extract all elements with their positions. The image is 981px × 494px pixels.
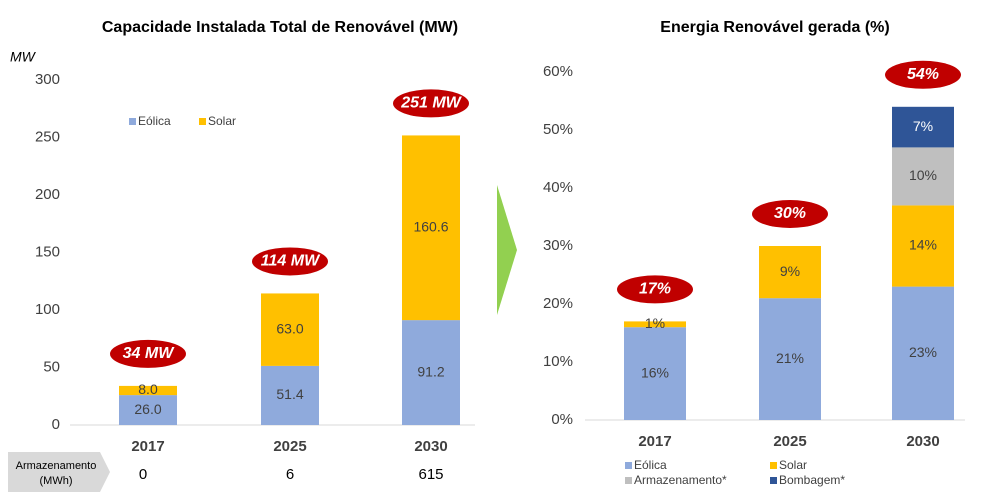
total-label: 17% [639,281,671,298]
y-tick-label: 20% [543,295,573,312]
y-tick-label: 300 [35,71,60,88]
legend-swatch [770,477,777,484]
storage-value: 0 [139,466,147,483]
chart-title: Capacidade Instalada Total de Renovável … [102,19,458,36]
legend-swatch [129,118,136,125]
legend-swatch [625,477,632,484]
legend-swatch [199,118,206,125]
arrow [497,185,517,315]
bar-segment [892,286,954,420]
y-tick-label: 50% [543,121,573,138]
value-label: 14% [909,237,937,253]
y-tick-label: 250 [35,128,60,145]
storage-label: (MWh) [40,475,73,487]
bar-segment [402,135,460,321]
total-label: 251 MW [400,95,462,112]
legend-label: Eólica [634,458,667,472]
legend-swatch [625,462,632,469]
value-label: 8.0 [138,381,158,397]
total-label: 30% [774,205,806,222]
legend-label: Eólica [138,114,171,128]
y-tick-label: 0% [551,411,573,428]
x-tick-label: 2017 [638,433,671,450]
value-label: 1% [645,315,665,331]
chart-title: Energia Renovável gerada (%) [660,19,889,36]
bar-segment [261,293,319,366]
storage-label: Armazenamento [16,460,97,472]
bar-segment [624,321,686,328]
y-tick-label: 10% [543,353,573,370]
value-label: 26.0 [134,401,161,417]
legend-swatch [770,462,777,469]
value-label: 9% [780,263,800,279]
bar-segment [759,298,821,420]
x-tick-label: 2025 [273,438,306,455]
bar-segment [892,205,954,287]
value-label: 51.4 [276,386,303,402]
x-tick-label: 2017 [131,438,164,455]
y-axis-label: MW [10,49,37,65]
value-label: 160.6 [413,218,448,234]
total-badge [752,200,828,228]
legend-label: Armazenamento* [634,473,727,487]
y-tick-label: 100 [35,301,60,318]
bar-segment [261,365,319,425]
total-badge [110,339,186,368]
value-label: 23% [909,344,937,360]
y-tick-label: 40% [543,179,573,196]
bar-segment [892,147,954,206]
bar-segment [119,385,177,396]
total-badge [393,89,469,118]
value-label: 10% [909,167,937,183]
y-tick-label: 50 [43,358,60,375]
y-tick-label: 200 [35,186,60,203]
storage-label-box [8,452,110,492]
value-label: 7% [913,118,933,134]
total-label: 54% [907,66,939,83]
storage-value: 6 [286,466,294,483]
y-tick-label: 30% [543,237,573,254]
value-label: 21% [776,350,804,366]
storage-value: 615 [418,466,443,483]
bar-segment [402,320,460,425]
total-label: 114 MW [261,253,321,270]
legend-label: Solar [208,114,236,128]
x-tick-label: 2030 [906,433,939,450]
bar-segment [624,327,686,420]
y-tick-label: 150 [35,243,60,260]
bar-segment [892,106,954,148]
x-tick-label: 2030 [414,438,447,455]
total-label: 34 MW [123,345,176,362]
x-tick-label: 2025 [773,433,806,450]
y-tick-label: 60% [543,63,573,80]
bar-segment [759,246,821,299]
bar-segment [119,395,177,425]
legend-label: Solar [779,458,807,472]
value-label: 16% [641,364,669,380]
legend-label: Bombagem* [779,473,845,487]
total-badge [617,275,693,304]
value-label: 63.0 [276,320,303,336]
value-label: 91.2 [417,363,444,379]
total-badge [885,60,961,89]
total-badge [252,247,328,276]
y-tick-label: 0 [52,416,60,433]
